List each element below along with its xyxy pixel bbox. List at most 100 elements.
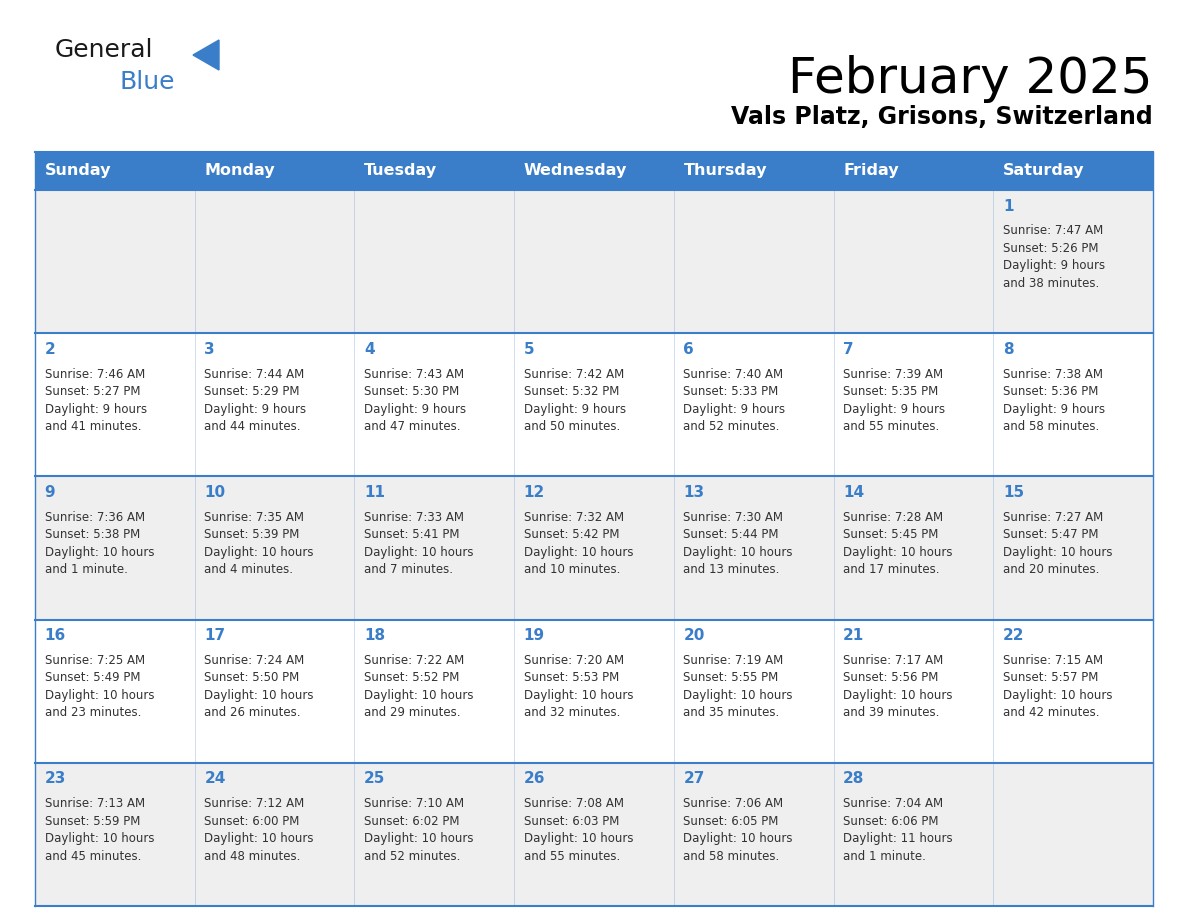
Bar xyxy=(354,190,514,333)
Text: Blue: Blue xyxy=(120,70,176,94)
Bar xyxy=(195,476,354,620)
Bar xyxy=(354,333,514,476)
Text: Sunrise: 7:42 AM
Sunset: 5:32 PM
Daylight: 9 hours
and 50 minutes.: Sunrise: 7:42 AM Sunset: 5:32 PM Dayligh… xyxy=(524,367,626,433)
Polygon shape xyxy=(192,40,219,70)
Text: Sunrise: 7:12 AM
Sunset: 6:00 PM
Daylight: 10 hours
and 48 minutes.: Sunrise: 7:12 AM Sunset: 6:00 PM Dayligh… xyxy=(204,797,314,863)
Text: 3: 3 xyxy=(204,341,215,357)
Bar xyxy=(674,476,834,620)
Text: Wednesday: Wednesday xyxy=(524,163,627,178)
Text: 26: 26 xyxy=(524,771,545,787)
Bar xyxy=(834,620,993,763)
Text: 6: 6 xyxy=(683,341,694,357)
Text: Sunrise: 7:39 AM
Sunset: 5:35 PM
Daylight: 9 hours
and 55 minutes.: Sunrise: 7:39 AM Sunset: 5:35 PM Dayligh… xyxy=(843,367,946,433)
Text: 1: 1 xyxy=(1003,198,1013,214)
Text: Sunrise: 7:28 AM
Sunset: 5:45 PM
Daylight: 10 hours
and 17 minutes.: Sunrise: 7:28 AM Sunset: 5:45 PM Dayligh… xyxy=(843,510,953,577)
Bar xyxy=(674,152,834,190)
Text: 24: 24 xyxy=(204,771,226,787)
Bar xyxy=(34,763,195,906)
Text: Sunrise: 7:46 AM
Sunset: 5:27 PM
Daylight: 9 hours
and 41 minutes.: Sunrise: 7:46 AM Sunset: 5:27 PM Dayligh… xyxy=(45,367,146,433)
Bar xyxy=(834,476,993,620)
Text: Sunday: Sunday xyxy=(45,163,112,178)
Text: 15: 15 xyxy=(1003,485,1024,500)
Text: 2: 2 xyxy=(45,341,56,357)
Bar xyxy=(993,763,1154,906)
Text: 7: 7 xyxy=(843,341,854,357)
Bar xyxy=(514,476,674,620)
Bar xyxy=(834,190,993,333)
Bar xyxy=(834,333,993,476)
Text: 4: 4 xyxy=(364,341,374,357)
Text: 12: 12 xyxy=(524,485,545,500)
Text: 25: 25 xyxy=(364,771,385,787)
Text: 28: 28 xyxy=(843,771,865,787)
Bar xyxy=(34,152,195,190)
Bar xyxy=(354,152,514,190)
Bar xyxy=(834,763,993,906)
Bar xyxy=(674,763,834,906)
Bar xyxy=(34,620,195,763)
Bar xyxy=(993,620,1154,763)
Bar xyxy=(993,152,1154,190)
Text: Sunrise: 7:25 AM
Sunset: 5:49 PM
Daylight: 10 hours
and 23 minutes.: Sunrise: 7:25 AM Sunset: 5:49 PM Dayligh… xyxy=(45,654,154,720)
Bar xyxy=(34,190,195,333)
Text: February 2025: February 2025 xyxy=(789,55,1154,103)
Bar xyxy=(195,763,354,906)
Text: Tuesday: Tuesday xyxy=(364,163,437,178)
Text: 11: 11 xyxy=(364,485,385,500)
Bar xyxy=(514,333,674,476)
Text: 14: 14 xyxy=(843,485,865,500)
Text: Sunrise: 7:20 AM
Sunset: 5:53 PM
Daylight: 10 hours
and 32 minutes.: Sunrise: 7:20 AM Sunset: 5:53 PM Dayligh… xyxy=(524,654,633,720)
Text: Vals Platz, Grisons, Switzerland: Vals Platz, Grisons, Switzerland xyxy=(732,105,1154,129)
Text: 17: 17 xyxy=(204,628,226,644)
Text: Saturday: Saturday xyxy=(1003,163,1085,178)
Text: Sunrise: 7:36 AM
Sunset: 5:38 PM
Daylight: 10 hours
and 1 minute.: Sunrise: 7:36 AM Sunset: 5:38 PM Dayligh… xyxy=(45,510,154,577)
Bar xyxy=(993,333,1154,476)
Text: Sunrise: 7:33 AM
Sunset: 5:41 PM
Daylight: 10 hours
and 7 minutes.: Sunrise: 7:33 AM Sunset: 5:41 PM Dayligh… xyxy=(364,510,474,577)
Text: 9: 9 xyxy=(45,485,55,500)
Bar xyxy=(514,620,674,763)
Text: Sunrise: 7:30 AM
Sunset: 5:44 PM
Daylight: 10 hours
and 13 minutes.: Sunrise: 7:30 AM Sunset: 5:44 PM Dayligh… xyxy=(683,510,792,577)
Text: 23: 23 xyxy=(45,771,67,787)
Bar xyxy=(354,763,514,906)
Text: 19: 19 xyxy=(524,628,545,644)
Text: Sunrise: 7:17 AM
Sunset: 5:56 PM
Daylight: 10 hours
and 39 minutes.: Sunrise: 7:17 AM Sunset: 5:56 PM Dayligh… xyxy=(843,654,953,720)
Bar xyxy=(993,190,1154,333)
Text: 10: 10 xyxy=(204,485,226,500)
Text: 5: 5 xyxy=(524,341,535,357)
Text: 18: 18 xyxy=(364,628,385,644)
Text: 22: 22 xyxy=(1003,628,1024,644)
Bar xyxy=(674,620,834,763)
Text: Sunrise: 7:06 AM
Sunset: 6:05 PM
Daylight: 10 hours
and 58 minutes.: Sunrise: 7:06 AM Sunset: 6:05 PM Dayligh… xyxy=(683,797,792,863)
Bar xyxy=(354,476,514,620)
Text: 20: 20 xyxy=(683,628,704,644)
Text: Sunrise: 7:38 AM
Sunset: 5:36 PM
Daylight: 9 hours
and 58 minutes.: Sunrise: 7:38 AM Sunset: 5:36 PM Dayligh… xyxy=(1003,367,1105,433)
Bar xyxy=(195,620,354,763)
Text: 21: 21 xyxy=(843,628,865,644)
Text: Friday: Friday xyxy=(843,163,899,178)
Text: Sunrise: 7:15 AM
Sunset: 5:57 PM
Daylight: 10 hours
and 42 minutes.: Sunrise: 7:15 AM Sunset: 5:57 PM Dayligh… xyxy=(1003,654,1112,720)
Text: Sunrise: 7:44 AM
Sunset: 5:29 PM
Daylight: 9 hours
and 44 minutes.: Sunrise: 7:44 AM Sunset: 5:29 PM Dayligh… xyxy=(204,367,307,433)
Bar xyxy=(514,152,674,190)
Text: Sunrise: 7:43 AM
Sunset: 5:30 PM
Daylight: 9 hours
and 47 minutes.: Sunrise: 7:43 AM Sunset: 5:30 PM Dayligh… xyxy=(364,367,466,433)
Bar xyxy=(834,152,993,190)
Bar xyxy=(514,190,674,333)
Text: Sunrise: 7:22 AM
Sunset: 5:52 PM
Daylight: 10 hours
and 29 minutes.: Sunrise: 7:22 AM Sunset: 5:52 PM Dayligh… xyxy=(364,654,474,720)
Bar xyxy=(674,190,834,333)
Text: 13: 13 xyxy=(683,485,704,500)
Text: Sunrise: 7:40 AM
Sunset: 5:33 PM
Daylight: 9 hours
and 52 minutes.: Sunrise: 7:40 AM Sunset: 5:33 PM Dayligh… xyxy=(683,367,785,433)
Text: Sunrise: 7:27 AM
Sunset: 5:47 PM
Daylight: 10 hours
and 20 minutes.: Sunrise: 7:27 AM Sunset: 5:47 PM Dayligh… xyxy=(1003,510,1112,577)
Text: Sunrise: 7:13 AM
Sunset: 5:59 PM
Daylight: 10 hours
and 45 minutes.: Sunrise: 7:13 AM Sunset: 5:59 PM Dayligh… xyxy=(45,797,154,863)
Text: 16: 16 xyxy=(45,628,65,644)
Text: 27: 27 xyxy=(683,771,704,787)
Text: 8: 8 xyxy=(1003,341,1013,357)
Text: Sunrise: 7:04 AM
Sunset: 6:06 PM
Daylight: 11 hours
and 1 minute.: Sunrise: 7:04 AM Sunset: 6:06 PM Dayligh… xyxy=(843,797,953,863)
Text: Sunrise: 7:35 AM
Sunset: 5:39 PM
Daylight: 10 hours
and 4 minutes.: Sunrise: 7:35 AM Sunset: 5:39 PM Dayligh… xyxy=(204,510,314,577)
Bar xyxy=(514,763,674,906)
Text: Monday: Monday xyxy=(204,163,274,178)
Bar xyxy=(993,476,1154,620)
Text: Sunrise: 7:32 AM
Sunset: 5:42 PM
Daylight: 10 hours
and 10 minutes.: Sunrise: 7:32 AM Sunset: 5:42 PM Dayligh… xyxy=(524,510,633,577)
Bar xyxy=(674,333,834,476)
Text: Sunrise: 7:10 AM
Sunset: 6:02 PM
Daylight: 10 hours
and 52 minutes.: Sunrise: 7:10 AM Sunset: 6:02 PM Dayligh… xyxy=(364,797,474,863)
Text: Sunrise: 7:47 AM
Sunset: 5:26 PM
Daylight: 9 hours
and 38 minutes.: Sunrise: 7:47 AM Sunset: 5:26 PM Dayligh… xyxy=(1003,224,1105,290)
Bar xyxy=(34,333,195,476)
